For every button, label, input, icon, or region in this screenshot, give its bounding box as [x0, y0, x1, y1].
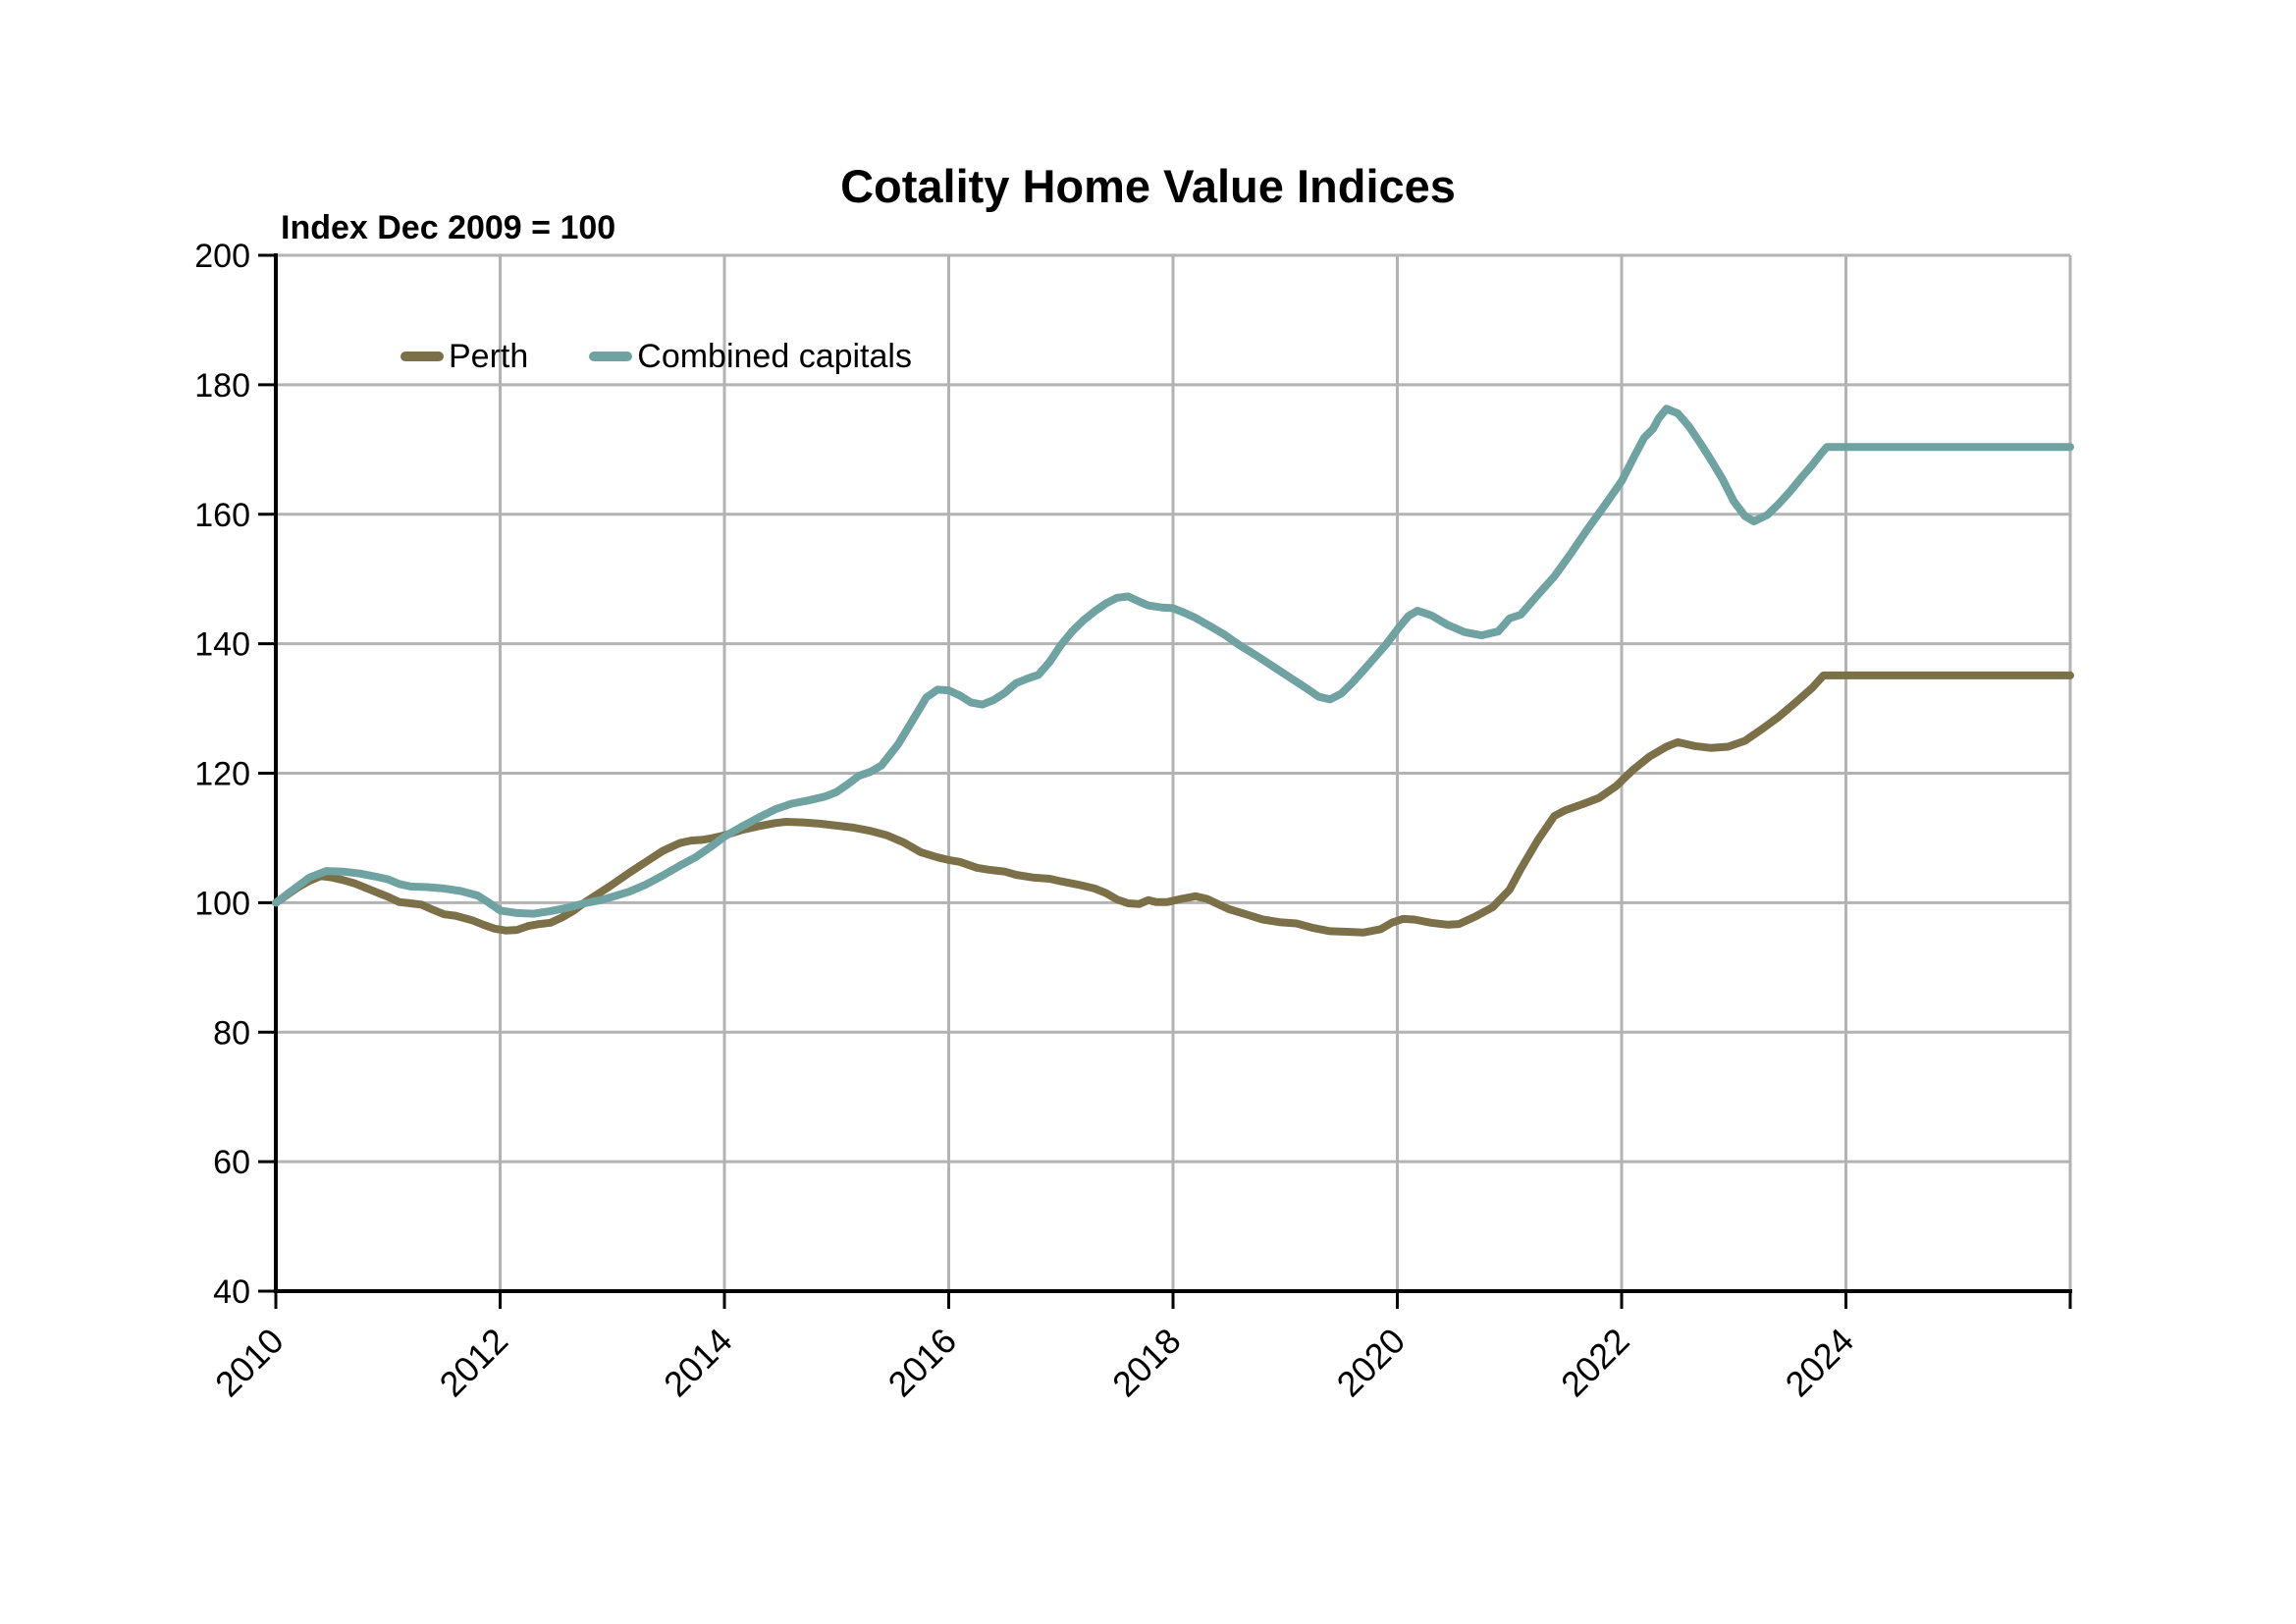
y-tick-label: 60 — [213, 1144, 250, 1181]
perth-series-line — [272, 671, 2074, 937]
y-tick-label: 200 — [194, 238, 250, 275]
combined-capitals-series-line — [272, 405, 2074, 918]
perth-line-swatch-icon — [400, 352, 444, 361]
y-tick-label: 100 — [194, 885, 250, 922]
combined-capitals-line-swatch-icon — [589, 352, 633, 361]
index-base-note: Index Dec 2009 = 100 — [281, 209, 616, 246]
x-tick-label: 2012 — [432, 1321, 516, 1405]
y-tick-label: 180 — [194, 367, 250, 405]
legend-item-combined-capitals: Combined capitals — [589, 338, 912, 376]
chart-title: Cotality Home Value Indices — [840, 160, 1456, 212]
x-tick-label: 2014 — [656, 1321, 740, 1405]
x-tick-label: 2010 — [207, 1321, 292, 1405]
y-tick-label: 40 — [213, 1273, 250, 1311]
x-tick-label: 2020 — [1329, 1321, 1414, 1405]
y-tick-label: 140 — [194, 626, 250, 664]
x-tick-label: 2018 — [1104, 1321, 1189, 1405]
x-tick-label: 2022 — [1553, 1321, 1637, 1405]
x-tick-label: 2016 — [881, 1321, 965, 1405]
legend: Perth Combined capitals — [400, 336, 912, 377]
legend-label-perth: Perth — [449, 337, 529, 375]
y-tick-label: 160 — [194, 497, 250, 534]
legend-label-combined-capitals: Combined capitals — [637, 337, 912, 375]
x-tick-label: 2024 — [1778, 1321, 1862, 1405]
y-tick-label: 120 — [194, 756, 250, 793]
y-tick-label: 80 — [213, 1014, 250, 1052]
legend-item-perth: Perth — [400, 338, 528, 376]
